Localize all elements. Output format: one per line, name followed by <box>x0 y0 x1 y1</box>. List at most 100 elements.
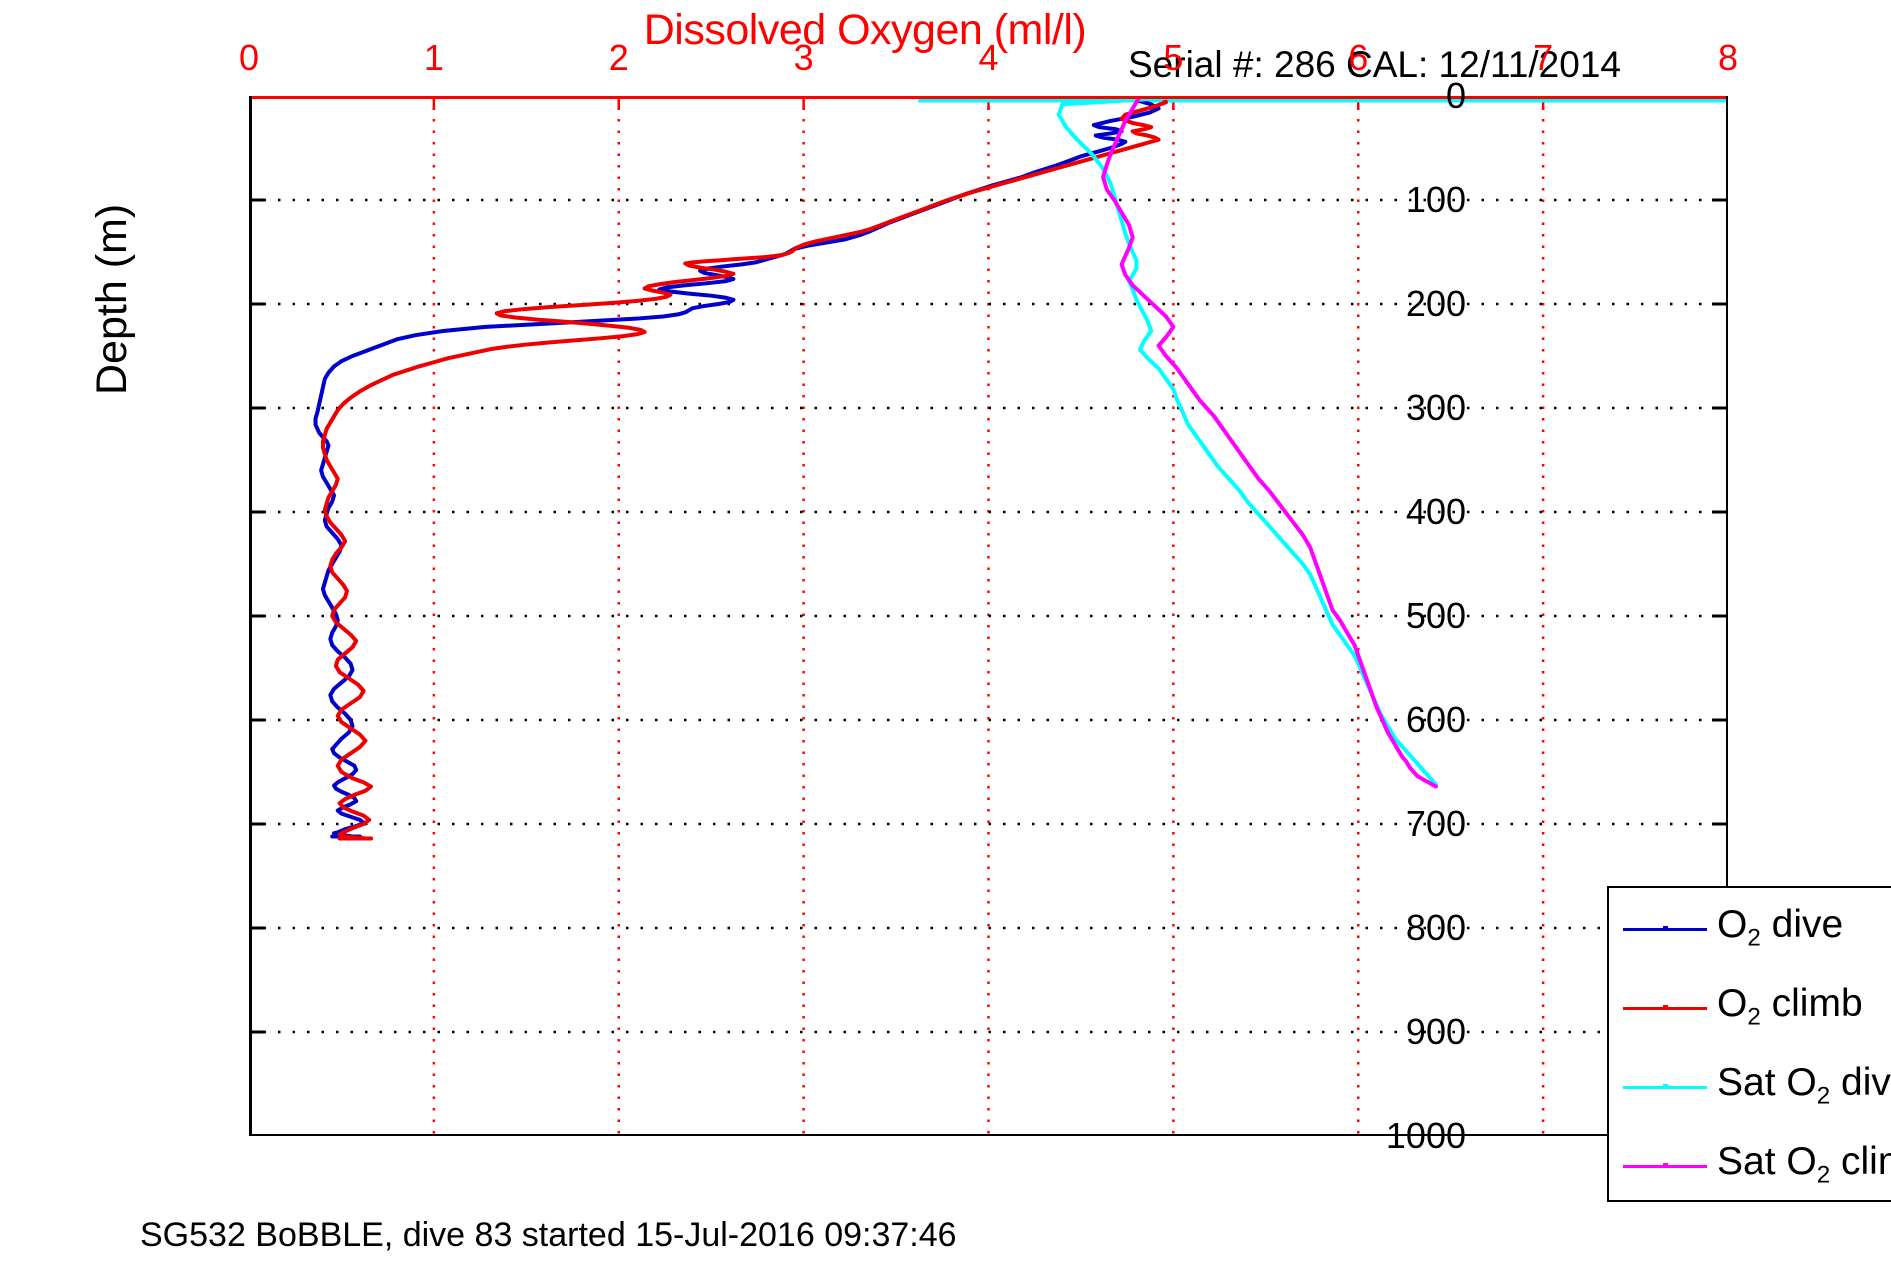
series-marker <box>1075 138 1079 142</box>
series-marker <box>1131 121 1135 125</box>
series-marker <box>334 624 338 628</box>
series-marker <box>1323 587 1327 591</box>
series-marker <box>1138 109 1142 113</box>
series-marker <box>367 818 371 822</box>
y-tick-label: 1000 <box>1385 1115 1466 1156</box>
legend-item-sat-o2-dive[interactable]: Sat O2 dive <box>1609 1046 1891 1125</box>
series-marker <box>901 215 905 219</box>
data-series-layer <box>313 96 1728 841</box>
series-marker <box>1430 778 1434 782</box>
legend-swatch-o2-climb <box>1623 997 1707 1017</box>
x-tick-label: 3 <box>793 37 814 78</box>
series-marker <box>669 293 673 297</box>
series-marker <box>330 699 334 703</box>
x-tick-label: 2 <box>608 37 629 78</box>
series-marker <box>683 310 687 314</box>
series-marker <box>713 268 717 272</box>
series-marker <box>1105 163 1109 167</box>
legend-item-o2-dive[interactable]: O2 dive <box>1609 888 1891 967</box>
series-marker <box>1142 127 1146 131</box>
series-line <box>1101 96 1438 789</box>
right-spine <box>1726 96 1728 1136</box>
series-marker <box>783 252 787 256</box>
series-marker <box>794 246 798 250</box>
series-marker <box>635 317 639 321</box>
series-marker <box>643 286 647 290</box>
legend-item-o2-climb[interactable]: O2 climb <box>1609 967 1891 1046</box>
y-tick-label: 300 <box>1405 387 1466 428</box>
series-marker <box>352 793 356 797</box>
series-marker <box>1356 654 1360 658</box>
series-marker <box>1149 140 1153 144</box>
series-marker <box>1390 737 1394 741</box>
series-marker <box>1245 500 1249 504</box>
series-marker <box>362 689 366 693</box>
series-marker <box>343 651 347 655</box>
series-marker <box>1120 219 1124 223</box>
series-marker <box>332 831 336 835</box>
series-marker <box>349 726 353 730</box>
sensor-info-annotation: Serial #: 286 CAL: 12/11/2014 <box>1128 44 1621 85</box>
series-marker <box>343 539 347 543</box>
series-marker <box>1171 325 1175 329</box>
series-marker <box>334 483 338 487</box>
series-marker <box>332 493 336 497</box>
legend-label-subscript: 2 <box>1747 1003 1761 1031</box>
series-marker <box>330 614 334 618</box>
series-marker <box>713 273 717 277</box>
series-marker <box>1419 766 1423 770</box>
plot-area: 0 1 2 3 4 5 6 7 8 0 100 200 300 400 500 600 700 800 900 10… <box>239 40 1891 1202</box>
legend-label-main: Sat O <box>1717 1060 1817 1104</box>
series-marker <box>672 280 676 284</box>
series-marker <box>1112 198 1116 202</box>
series-marker <box>325 502 329 506</box>
series-marker <box>1145 356 1149 360</box>
series-marker <box>524 343 528 347</box>
series-marker <box>336 577 340 581</box>
series-marker <box>1223 473 1227 477</box>
series-marker <box>1353 654 1357 658</box>
series-marker <box>935 202 939 206</box>
series-marker <box>341 805 345 809</box>
series-marker <box>495 311 499 315</box>
series-marker <box>1057 163 1061 167</box>
series-marker <box>1279 537 1283 541</box>
x-tick-label: 5 <box>1163 37 1184 78</box>
series-marker <box>1142 294 1146 298</box>
series-marker <box>325 439 329 443</box>
series-marker <box>321 446 325 450</box>
series-marker <box>338 837 342 841</box>
series-marker <box>1120 262 1124 266</box>
series-marker <box>665 285 669 289</box>
bottom-spine <box>249 1134 1728 1136</box>
series-marker <box>1312 556 1316 560</box>
series-marker <box>1157 106 1161 110</box>
series-marker <box>535 318 539 322</box>
page-title: Dissolved Oxygen (ml/l) <box>643 6 1087 54</box>
legend-item-sat-o2-climb[interactable]: Sat O2 climb <box>1609 1125 1891 1204</box>
series-marker <box>1171 387 1175 391</box>
y-axis-line <box>249 96 252 1136</box>
series-marker <box>754 260 758 264</box>
series-marker <box>1330 622 1334 626</box>
series-marker <box>1423 778 1427 782</box>
legend-label-o2-dive: O2 dive <box>1717 905 1843 951</box>
y-tick-label: 400 <box>1405 491 1466 532</box>
x-tick-label: 7 <box>1533 37 1554 78</box>
series-marker <box>330 606 334 610</box>
series-marker <box>598 336 602 340</box>
series-marker <box>1378 714 1382 718</box>
series-marker <box>1109 181 1113 185</box>
figure-caption: SG532 BoBBLE, dive 83 started 15-Jul-201… <box>140 1216 957 1254</box>
series-marker <box>1212 414 1216 418</box>
series-marker <box>1060 165 1064 169</box>
series-marker <box>1290 518 1294 522</box>
series-marker <box>1367 685 1371 689</box>
series-marker <box>1182 414 1186 418</box>
series-marker <box>362 780 366 784</box>
series-marker <box>341 837 345 841</box>
horizontal-gridlines <box>249 198 1728 1034</box>
series-marker <box>1131 235 1135 239</box>
series-marker <box>338 670 342 674</box>
series-marker <box>330 558 334 562</box>
